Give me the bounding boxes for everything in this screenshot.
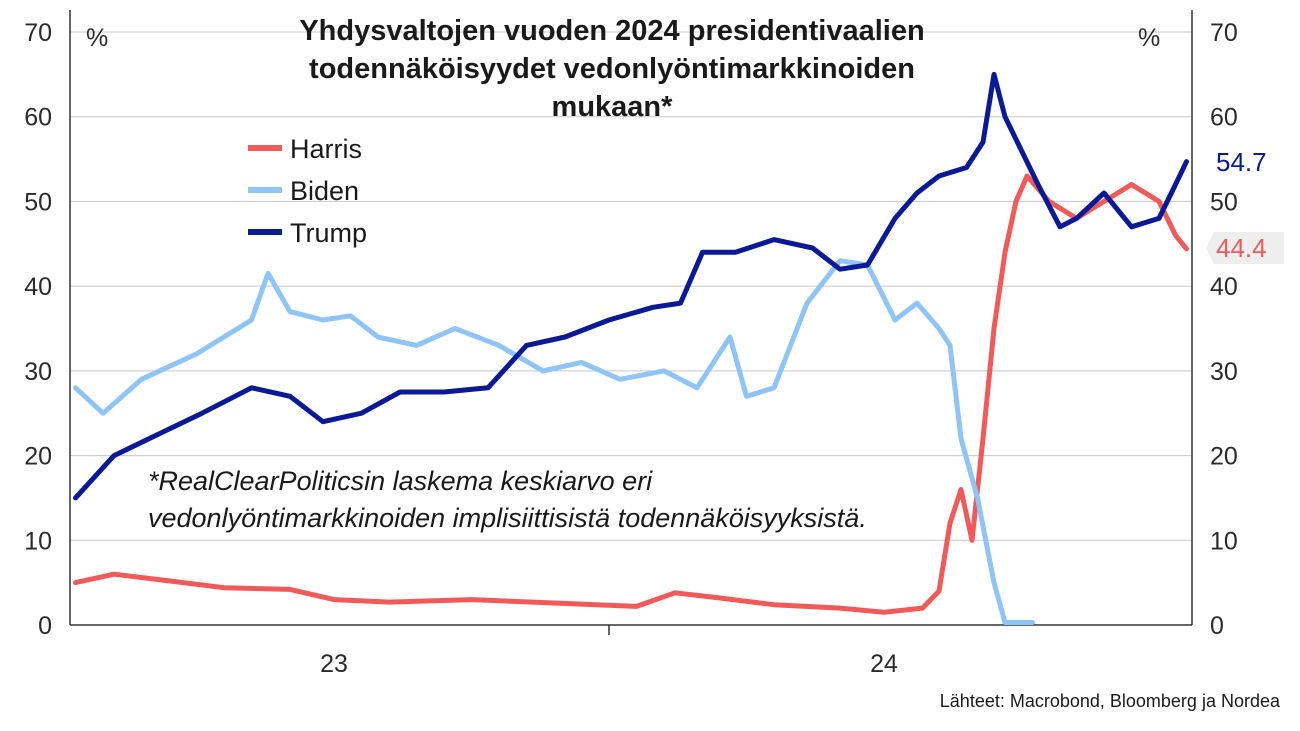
title-line-1: Yhdysvaltojen vuoden 2024 presidentivaal… (299, 15, 924, 47)
right-tick-labels: 0 10 20 30 40 50 60 70 (1210, 19, 1238, 640)
y-tick-label-left: 70 (24, 19, 52, 47)
y-tick-label-left: 50 (24, 188, 52, 216)
series-line-biden (73, 258, 1035, 625)
left-unit-label: % (86, 24, 108, 52)
end-label-harris-flag (1206, 232, 1284, 264)
y-tick-label-left: 0 (38, 612, 52, 640)
y-tick-label-left: 20 (24, 443, 52, 471)
end-label-harris: 44.4 (1206, 232, 1284, 264)
y-tick-label-left: 30 (24, 358, 52, 386)
title-line-3: mukaan* (552, 91, 674, 123)
series-lines (73, 71, 1189, 625)
y-tick-label-right: 70 (1210, 19, 1238, 47)
title-line-2: todennäköisyydet vedonlyöntimarkkinoiden (309, 53, 915, 85)
y-tick-label-left: 40 (24, 273, 52, 301)
y-tick-label-right: 50 (1210, 188, 1238, 216)
x-tick-label: 24 (870, 650, 898, 678)
source-text: Lähteet: Macrobond, Bloomberg ja Nordea (940, 691, 1281, 711)
left-tick-labels: 0 10 20 30 40 50 60 70 (24, 19, 52, 640)
footnote-line-1: *RealClearPoliticsin laskema keskiarvo e… (148, 466, 653, 496)
end-label-harris-text: 44.4 (1216, 233, 1267, 263)
y-tick-label-right: 0 (1210, 612, 1224, 640)
y-tick-label-right: 30 (1210, 358, 1238, 386)
right-unit-label: % (1138, 24, 1160, 52)
footnote-line-2: vedonlyöntimarkkinoiden implisiittisistä… (148, 503, 867, 533)
end-label-trump: 54.7 (1216, 147, 1267, 177)
footnote: *RealClearPoliticsin laskema keskiarvo e… (148, 466, 867, 533)
legend: Harris Biden Trump (248, 134, 367, 248)
legend-label-harris: Harris (290, 134, 362, 164)
grid-lines (70, 31, 1192, 541)
x-tick-marks: 23 24 (320, 625, 898, 678)
y-tick-label-right: 10 (1210, 527, 1238, 555)
legend-label-biden: Biden (290, 176, 359, 206)
y-tick-label-right: 60 (1210, 104, 1238, 132)
end-label-trump-text: 54.7 (1216, 147, 1267, 177)
legend-label-trump: Trump (290, 218, 367, 248)
y-tick-label-right: 40 (1210, 273, 1238, 301)
y-tick-label-right: 20 (1210, 443, 1238, 471)
series-line-trump (73, 71, 1189, 501)
chart-title: Yhdysvaltojen vuoden 2024 presidentivaal… (299, 15, 924, 123)
y-tick-label-left: 60 (24, 104, 52, 132)
series-line-harris (73, 173, 1189, 615)
x-tick-label: 23 (320, 650, 348, 678)
y-tick-label-left: 10 (24, 527, 52, 555)
